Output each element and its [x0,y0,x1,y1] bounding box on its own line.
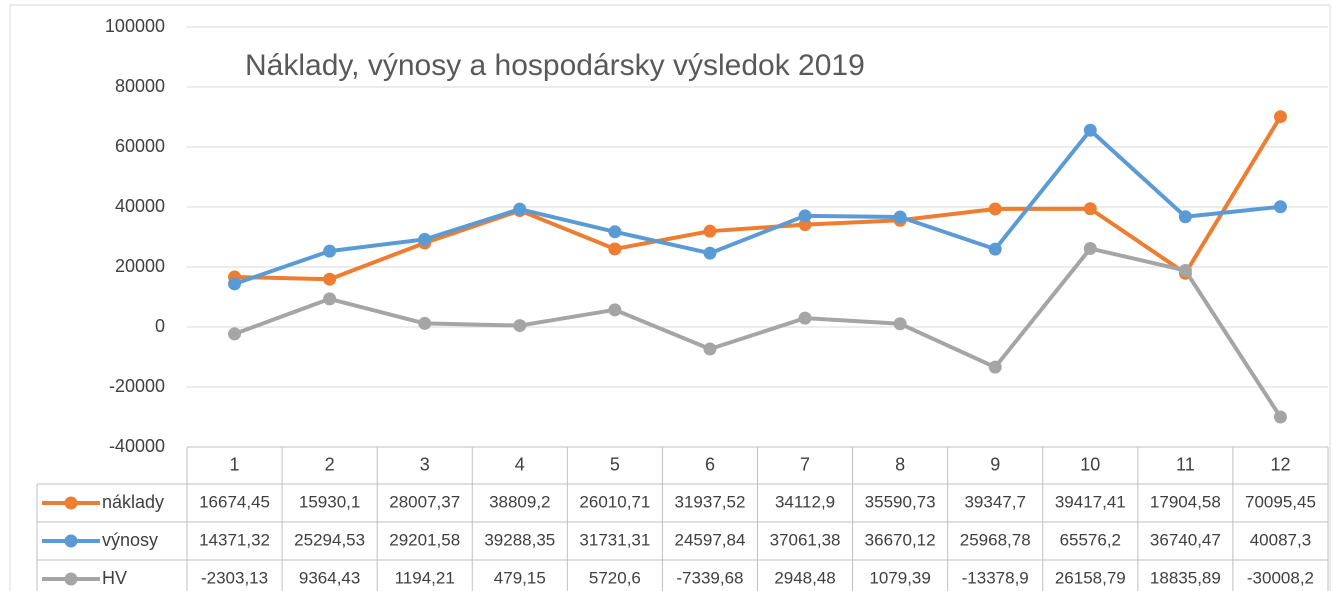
data-point [798,311,812,325]
data-point [513,202,527,216]
table-value: -7339,68 [676,568,743,587]
legend-marker [64,534,78,548]
table-value: 65576,2 [1060,530,1121,549]
table-value: 37061,38 [770,530,841,549]
legend-label: náklady [102,492,164,512]
table-value: 36670,12 [865,530,936,549]
x-tick-label: 10 [1080,454,1100,474]
data-point [703,342,717,356]
data-point [703,246,717,260]
legend-label: výnosy [102,530,158,550]
table-value: 39417,41 [1055,492,1126,511]
data-point [323,272,337,286]
x-tick-label: 11 [1176,454,1195,474]
x-tick-label: 7 [800,454,810,474]
table-value: 5720,6 [589,568,641,587]
data-point [1083,123,1097,137]
table-value: 70095,45 [1245,492,1316,511]
table-value: 26158,79 [1055,568,1126,587]
data-point [228,327,242,341]
data-point [988,360,1002,374]
table-value: 14371,32 [199,530,270,549]
series-line [234,115,1283,282]
x-tick-label: 12 [1270,454,1290,474]
table-value: 24597,84 [675,530,746,549]
data-point [1178,210,1192,224]
table-value: 40087,3 [1250,530,1311,549]
legend-marker [64,496,78,510]
data-point [608,242,622,256]
table-value: 29201,58 [389,530,460,549]
table-value: 39288,35 [484,530,555,549]
data-point [1273,110,1287,124]
data-point [1178,263,1192,277]
data-point [703,224,717,238]
table-value: -2303,13 [201,568,268,587]
series-line [233,128,1281,286]
table-value: 25294,53 [294,530,365,549]
chart-border [9,4,1331,591]
table-value: 2948,48 [774,568,835,587]
x-tick-label: 4 [515,454,525,474]
table-value: 35590,73 [865,492,936,511]
chart-title: Náklady, výnosy a hospodársky výsledok 2… [245,49,865,82]
x-tick-label: 1 [230,454,240,474]
data-point [988,202,1002,216]
data-point [798,209,812,223]
data-point [323,292,337,306]
table-value: 26010,71 [579,492,650,511]
table-value: 18835,89 [1150,568,1221,587]
y-tick-label: 100000 [105,16,165,36]
data-point [418,316,432,330]
series-line [233,246,1283,419]
y-tick-label: 20000 [115,256,165,276]
table-value: 39347,7 [964,492,1025,511]
y-tick-label: 40000 [115,196,165,216]
legend-label: HV [102,568,127,588]
y-tick-label: -20000 [109,376,165,396]
x-tick-label: 8 [895,454,905,474]
data-point [418,232,432,246]
table-value: 38809,2 [489,492,550,511]
table-value: 36740,47 [1150,530,1221,549]
data-point [228,277,242,291]
y-tick-label: -40000 [109,436,165,456]
x-tick-label: 5 [610,454,620,474]
data-point [1083,242,1097,256]
data-point [1273,200,1287,214]
table-value: -13378,9 [962,568,1029,587]
data-point [608,303,622,317]
data-point [608,225,622,239]
x-tick-label: 3 [420,454,430,474]
x-tick-label: 2 [325,454,335,474]
table-value: 34112,9 [775,492,835,511]
x-tick-label: 6 [705,454,715,474]
table-value: 31937,52 [675,492,746,511]
y-tick-label: 60000 [115,136,165,156]
data-point [513,319,527,333]
table-value: 16674,45 [199,492,270,511]
table-value: 31731,31 [579,530,650,549]
data-point [893,317,907,331]
table-value: 479,15 [494,568,546,587]
table-value: 15930,1 [299,492,360,511]
table-value: 1194,21 [395,568,455,587]
table-value: 25968,78 [960,530,1031,549]
x-tick-label: 9 [990,454,1000,474]
legend-marker [64,572,78,586]
data-point [1083,202,1097,216]
data-point [1273,410,1287,424]
table-value: 28007,37 [389,492,460,511]
table-value: 9364,43 [299,568,360,587]
table-value: 17904,58 [1150,492,1221,511]
y-tick-label: 80000 [115,76,165,96]
table-value: 1079,39 [869,568,930,587]
data-point [893,210,907,224]
data-point [988,242,1002,256]
data-point [323,244,337,258]
table-value: -30008,2 [1247,568,1314,587]
y-tick-label: 0 [155,316,165,336]
